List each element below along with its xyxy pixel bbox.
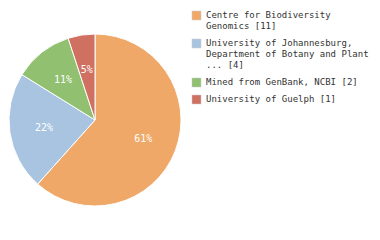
legend-swatch	[192, 39, 201, 48]
data-label: 5%	[81, 64, 93, 75]
legend-label-line: University of Guelph [1]	[206, 94, 336, 104]
legend-label-line: Department of Botany and Plant	[206, 49, 369, 59]
chart: 61% 22% 11% 5% Centre for BiodiversityGenomi…	[0, 0, 380, 240]
legend-swatch	[192, 78, 201, 87]
data-label: 11%	[54, 74, 72, 85]
legend-label: University of Guelph [1]	[206, 94, 336, 104]
legend-swatch	[192, 11, 201, 20]
data-labels: 61% 22% 11% 5%	[35, 64, 152, 144]
legend-item: Centre for BiodiversityGenomics [11]	[192, 10, 331, 31]
legend: Centre for BiodiversityGenomics [11] Univ…	[192, 10, 369, 104]
legend-label: University of Johannesburg,Department of…	[206, 38, 369, 70]
legend-label-line: Centre for Biodiversity	[206, 10, 331, 20]
legend-label: Mined from GenBank, NCBI [2]	[206, 77, 358, 87]
legend-label: Centre for BiodiversityGenomics [11]	[206, 10, 331, 31]
legend-item: University of Guelph [1]	[192, 94, 336, 104]
data-label: 22%	[35, 122, 53, 133]
legend-label-line: Mined from GenBank, NCBI [2]	[206, 77, 358, 87]
legend-item: University of Johannesburg,Department of…	[192, 38, 369, 70]
data-label: 61%	[134, 133, 152, 144]
legend-swatch	[192, 95, 201, 104]
legend-label-line: University of Johannesburg,	[206, 38, 352, 48]
pie	[9, 34, 181, 206]
legend-label-line: Genomics [11]	[206, 21, 276, 31]
legend-label-line: ... [4]	[206, 60, 244, 70]
legend-item: Mined from GenBank, NCBI [2]	[192, 77, 358, 87]
pie-slice	[68, 34, 95, 120]
